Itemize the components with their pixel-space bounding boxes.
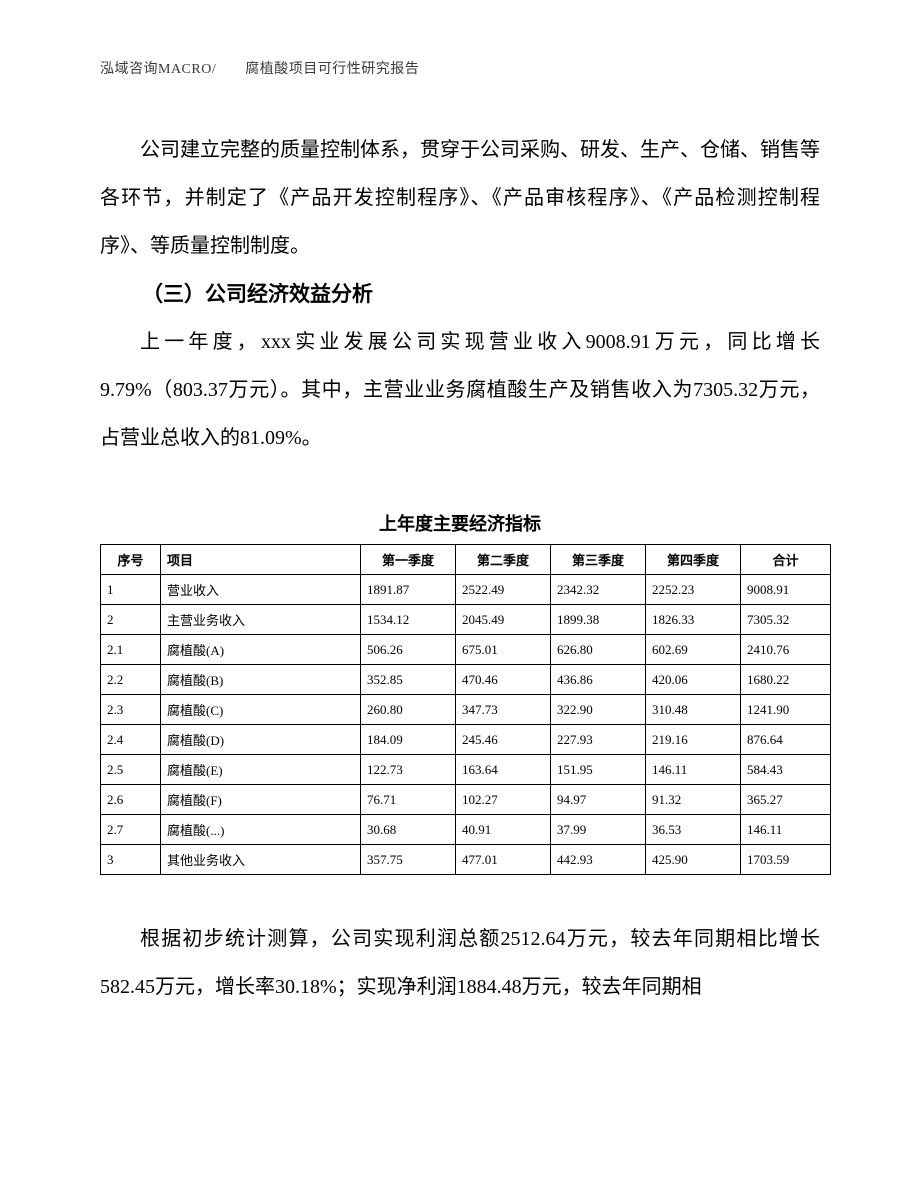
cell-item: 营业收入 — [161, 575, 361, 605]
cell-item: 腐植酸(...) — [161, 815, 361, 845]
table-row: 2 主营业务收入 1534.12 2045.49 1899.38 1826.33… — [101, 605, 831, 635]
cell-item: 腐植酸(E) — [161, 755, 361, 785]
cell-seq: 2.6 — [101, 785, 161, 815]
cell-q4: 420.06 — [646, 665, 741, 695]
cell-q1: 76.71 — [361, 785, 456, 815]
cell-seq: 2.1 — [101, 635, 161, 665]
cell-q4: 91.32 — [646, 785, 741, 815]
cell-q2: 347.73 — [456, 695, 551, 725]
cell-total: 1703.59 — [741, 845, 831, 875]
table-row: 2.7 腐植酸(...) 30.68 40.91 37.99 36.53 146… — [101, 815, 831, 845]
cell-q4: 602.69 — [646, 635, 741, 665]
page-header: 泓域咨询MACRO/ 腐植酸项目可行性研究报告 — [100, 58, 820, 78]
cell-q2: 477.01 — [456, 845, 551, 875]
cell-q1: 260.80 — [361, 695, 456, 725]
cell-q3: 151.95 — [551, 755, 646, 785]
cell-seq: 2.7 — [101, 815, 161, 845]
table-row: 1 营业收入 1891.87 2522.49 2342.32 2252.23 9… — [101, 575, 831, 605]
cell-item: 腐植酸(A) — [161, 635, 361, 665]
table-row: 2.3 腐植酸(C) 260.80 347.73 322.90 310.48 1… — [101, 695, 831, 725]
cell-seq: 2.2 — [101, 665, 161, 695]
cell-seq: 2.4 — [101, 725, 161, 755]
cell-q3: 322.90 — [551, 695, 646, 725]
cell-q2: 2522.49 — [456, 575, 551, 605]
cell-q4: 219.16 — [646, 725, 741, 755]
table-row: 2.5 腐植酸(E) 122.73 163.64 151.95 146.11 5… — [101, 755, 831, 785]
cell-q1: 1534.12 — [361, 605, 456, 635]
cell-q1: 352.85 — [361, 665, 456, 695]
cell-q3: 436.86 — [551, 665, 646, 695]
cell-q3: 227.93 — [551, 725, 646, 755]
col-header-q3: 第三季度 — [551, 545, 646, 575]
cell-total: 9008.91 — [741, 575, 831, 605]
paragraph-revenue-summary: 上一年度，xxx实业发展公司实现营业收入9008.91万元，同比增长9.79%（… — [100, 318, 820, 462]
cell-total: 1680.22 — [741, 665, 831, 695]
cell-q3: 1899.38 — [551, 605, 646, 635]
cell-q2: 245.46 — [456, 725, 551, 755]
table-row: 2.6 腐植酸(F) 76.71 102.27 94.97 91.32 365.… — [101, 785, 831, 815]
table-row: 2.2 腐植酸(B) 352.85 470.46 436.86 420.06 1… — [101, 665, 831, 695]
cell-total: 7305.32 — [741, 605, 831, 635]
cell-total: 365.27 — [741, 785, 831, 815]
cell-seq: 1 — [101, 575, 161, 605]
col-header-q4: 第四季度 — [646, 545, 741, 575]
cell-q4: 36.53 — [646, 815, 741, 845]
cell-q3: 37.99 — [551, 815, 646, 845]
cell-seq: 2 — [101, 605, 161, 635]
col-header-q1: 第一季度 — [361, 545, 456, 575]
table-row: 3 其他业务收入 357.75 477.01 442.93 425.90 170… — [101, 845, 831, 875]
cell-item: 腐植酸(D) — [161, 725, 361, 755]
cell-q1: 184.09 — [361, 725, 456, 755]
cell-total: 876.64 — [741, 725, 831, 755]
cell-q1: 122.73 — [361, 755, 456, 785]
cell-q2: 675.01 — [456, 635, 551, 665]
cell-q1: 357.75 — [361, 845, 456, 875]
cell-q2: 2045.49 — [456, 605, 551, 635]
cell-q3: 2342.32 — [551, 575, 646, 605]
cell-q4: 425.90 — [646, 845, 741, 875]
cell-total: 146.11 — [741, 815, 831, 845]
cell-q2: 40.91 — [456, 815, 551, 845]
cell-seq: 2.5 — [101, 755, 161, 785]
table-row: 2.4 腐植酸(D) 184.09 245.46 227.93 219.16 8… — [101, 725, 831, 755]
cell-item: 腐植酸(C) — [161, 695, 361, 725]
cell-item: 主营业务收入 — [161, 605, 361, 635]
cell-q4: 310.48 — [646, 695, 741, 725]
cell-seq: 2.3 — [101, 695, 161, 725]
cell-item: 腐植酸(B) — [161, 665, 361, 695]
col-header-q2: 第二季度 — [456, 545, 551, 575]
table-header-row: 序号 项目 第一季度 第二季度 第三季度 第四季度 合计 — [101, 545, 831, 575]
cell-q2: 102.27 — [456, 785, 551, 815]
cell-q1: 1891.87 — [361, 575, 456, 605]
col-header-total: 合计 — [741, 545, 831, 575]
col-header-seq: 序号 — [101, 545, 161, 575]
paragraph-quality-system: 公司建立完整的质量控制体系，贯穿于公司采购、研发、生产、仓储、销售等各环节，并制… — [100, 126, 820, 270]
col-header-item: 项目 — [161, 545, 361, 575]
cell-q2: 470.46 — [456, 665, 551, 695]
table-row: 2.1 腐植酸(A) 506.26 675.01 626.80 602.69 2… — [101, 635, 831, 665]
spacer — [100, 875, 820, 915]
cell-q3: 626.80 — [551, 635, 646, 665]
cell-q3: 442.93 — [551, 845, 646, 875]
table-body: 1 营业收入 1891.87 2522.49 2342.32 2252.23 9… — [101, 575, 831, 875]
cell-q1: 30.68 — [361, 815, 456, 845]
table-title: 上年度主要经济指标 — [100, 510, 820, 536]
cell-q4: 2252.23 — [646, 575, 741, 605]
cell-q2: 163.64 — [456, 755, 551, 785]
cell-total: 584.43 — [741, 755, 831, 785]
paragraph-profit-summary: 根据初步统计测算，公司实现利润总额2512.64万元，较去年同期相比增长582.… — [100, 915, 820, 1011]
cell-item: 腐植酸(F) — [161, 785, 361, 815]
section-title-economic-analysis: （三）公司经济效益分析 — [100, 270, 820, 318]
economic-indicators-table: 序号 项目 第一季度 第二季度 第三季度 第四季度 合计 1 营业收入 1891… — [100, 544, 831, 875]
cell-q4: 1826.33 — [646, 605, 741, 635]
cell-q4: 146.11 — [646, 755, 741, 785]
cell-total: 2410.76 — [741, 635, 831, 665]
cell-q1: 506.26 — [361, 635, 456, 665]
cell-seq: 3 — [101, 845, 161, 875]
cell-total: 1241.90 — [741, 695, 831, 725]
document-page: 泓域咨询MACRO/ 腐植酸项目可行性研究报告 公司建立完整的质量控制体系，贯穿… — [0, 0, 920, 1191]
cell-item: 其他业务收入 — [161, 845, 361, 875]
cell-q3: 94.97 — [551, 785, 646, 815]
